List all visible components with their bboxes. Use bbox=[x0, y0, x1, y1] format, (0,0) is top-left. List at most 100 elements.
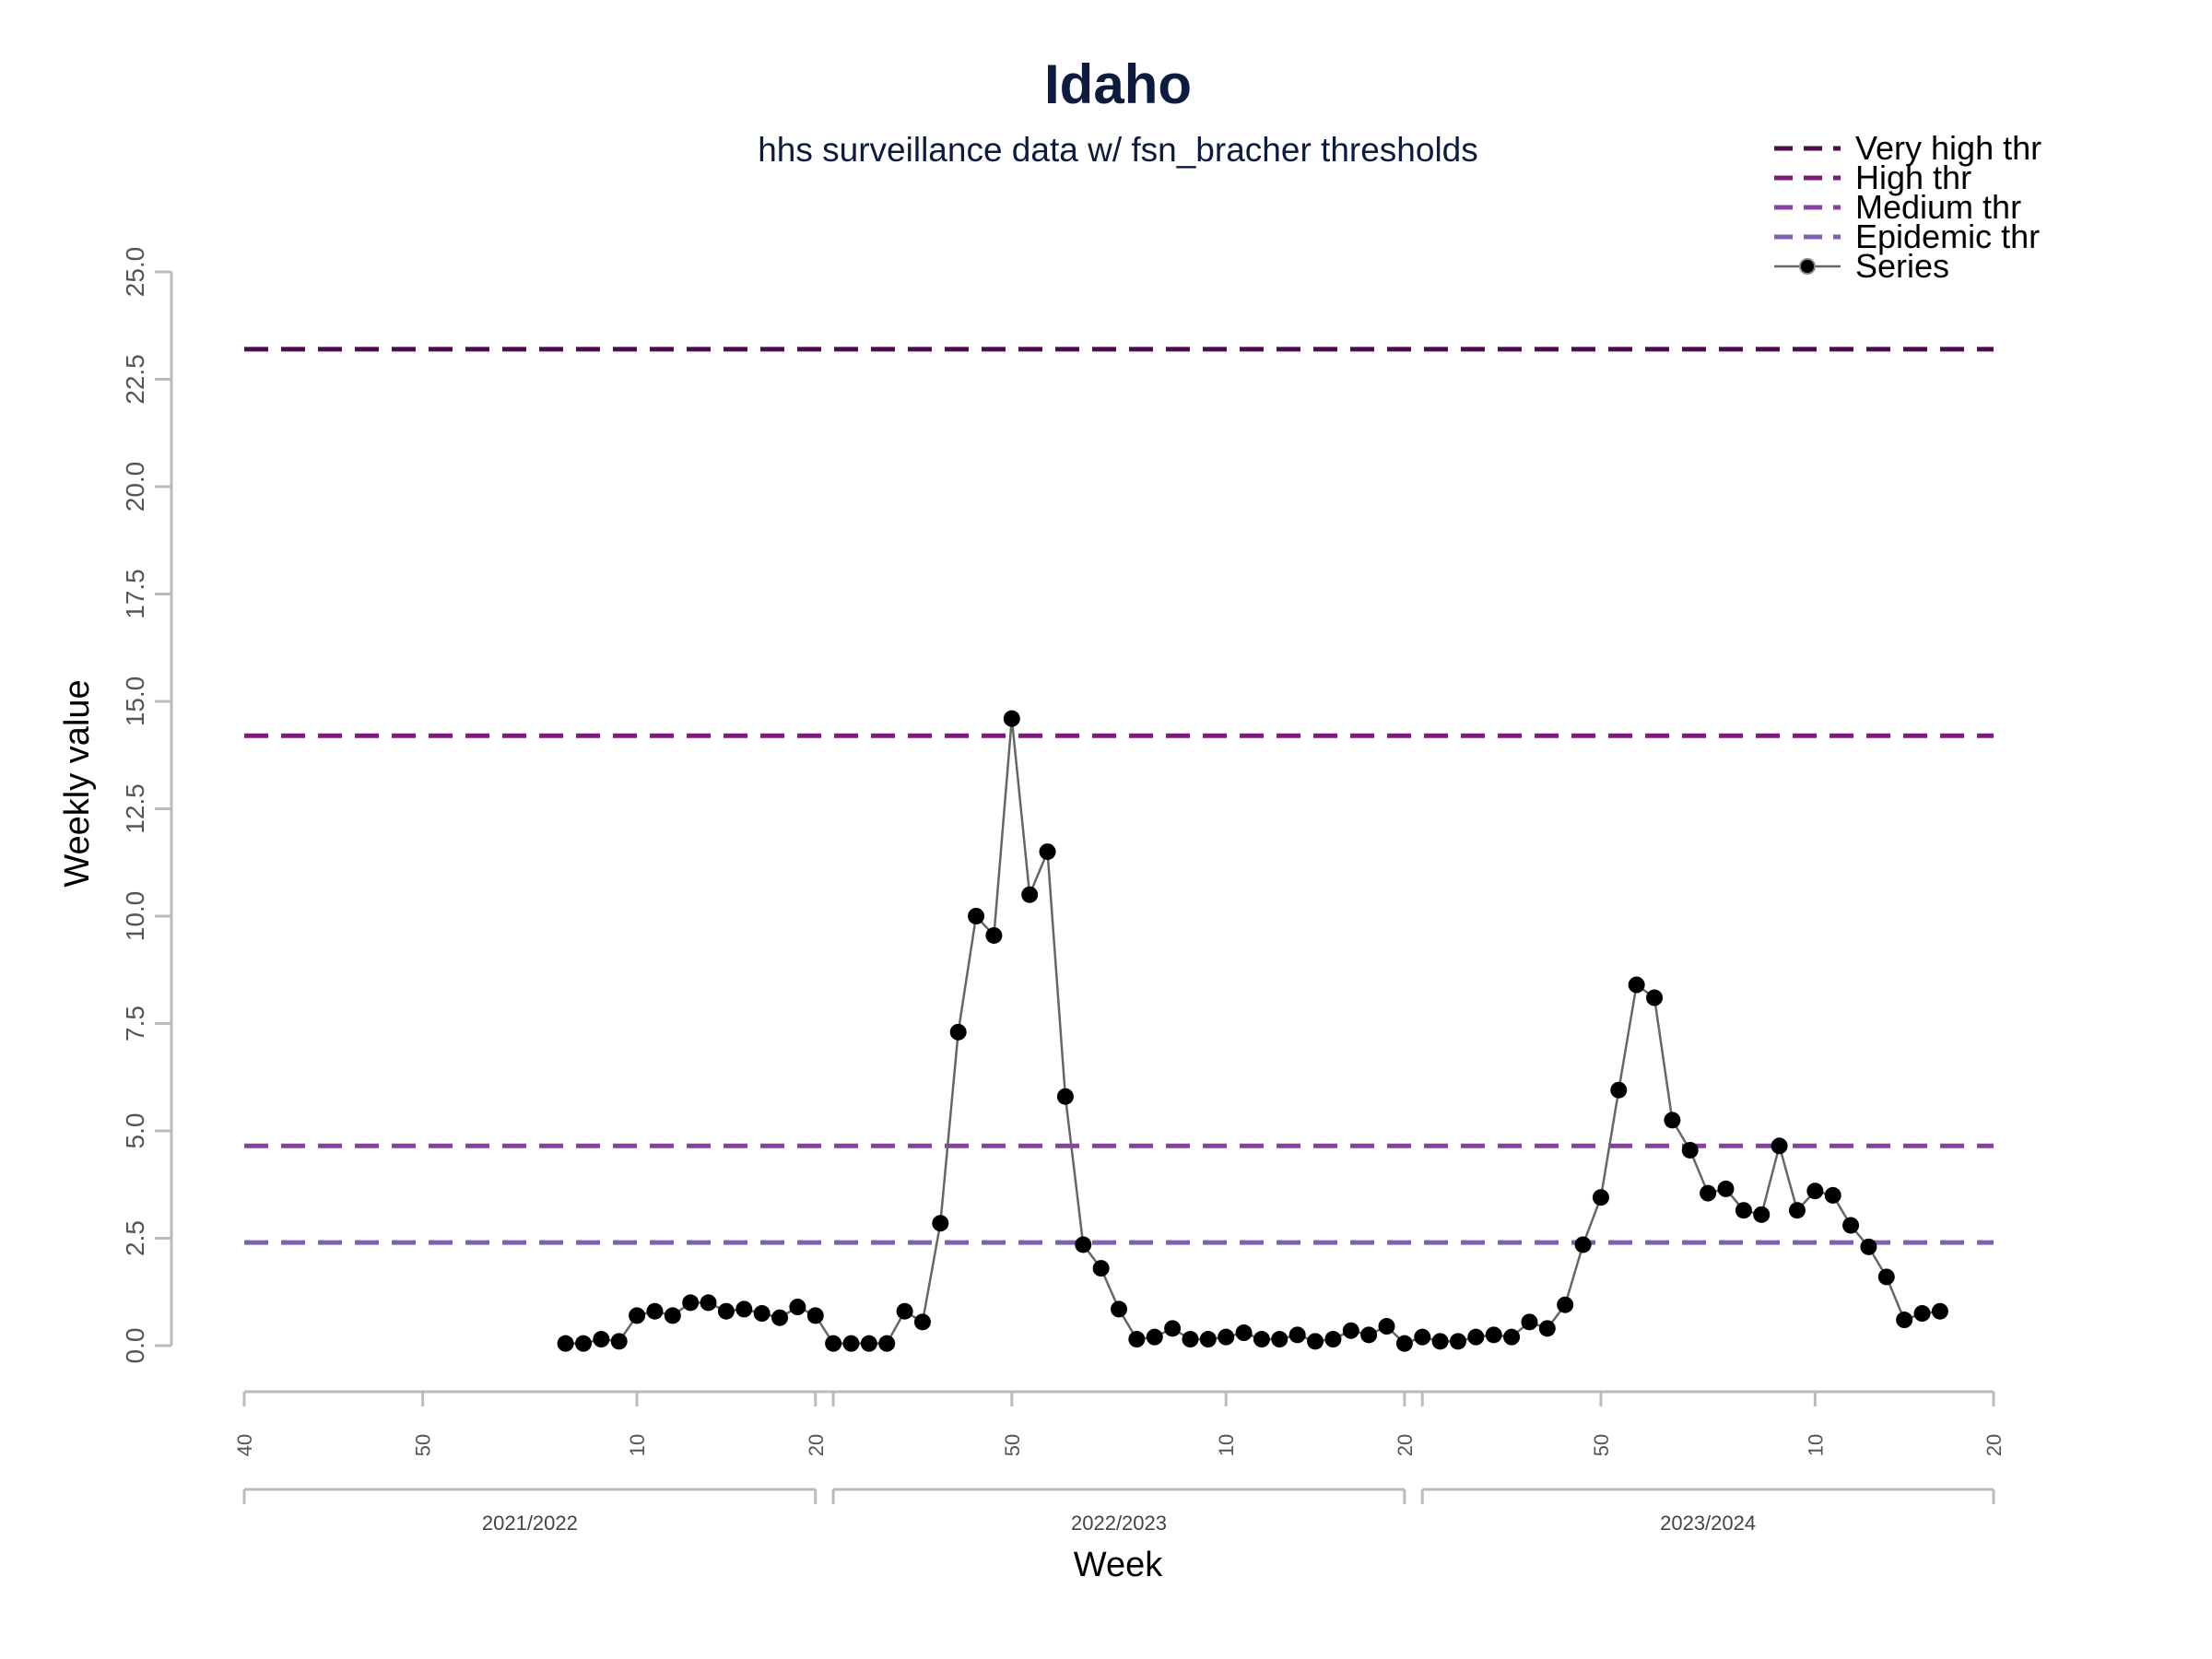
data-point bbox=[682, 1294, 700, 1312]
data-point bbox=[932, 1215, 949, 1232]
data-point bbox=[1307, 1333, 1324, 1350]
data-point bbox=[753, 1305, 771, 1323]
x-tick-label: 10 bbox=[1215, 1434, 1238, 1456]
data-point bbox=[700, 1294, 717, 1312]
data-point bbox=[1288, 1326, 1306, 1344]
y-tick-label: 20.0 bbox=[121, 462, 149, 512]
data-point bbox=[646, 1302, 664, 1320]
data-point bbox=[1485, 1326, 1502, 1344]
data-point bbox=[1324, 1331, 1342, 1348]
y-axis: 0.0 2.5 5.0 7.5 10.0 12.5 15.0 17.5 20.0 22.5 25.0 bbox=[121, 247, 173, 1364]
data-point bbox=[842, 1335, 860, 1352]
legend-label: High thr bbox=[1855, 159, 1971, 196]
data-point bbox=[1771, 1137, 1788, 1155]
data-point bbox=[1039, 843, 1056, 861]
chart-subtitle: hhs surveillance data w/ fsn_bracher thr… bbox=[758, 131, 1478, 169]
season-label: 2021/2022 bbox=[482, 1512, 578, 1535]
y-tick-label: 7.5 bbox=[121, 1006, 149, 1041]
data-point bbox=[1700, 1184, 1717, 1202]
data-point bbox=[717, 1302, 735, 1320]
x-tick-label: 40 bbox=[233, 1434, 256, 1456]
x-tick-label: 50 bbox=[412, 1434, 435, 1456]
data-point bbox=[1449, 1333, 1466, 1350]
x-tick-label: 50 bbox=[1001, 1434, 1024, 1456]
y-tick-label: 22.5 bbox=[121, 354, 149, 405]
x-axis-title: Week bbox=[1074, 1546, 1163, 1584]
y-tick-label: 17.5 bbox=[121, 569, 149, 619]
data-point bbox=[1218, 1328, 1235, 1346]
data-point bbox=[1860, 1238, 1877, 1255]
data-point bbox=[1557, 1296, 1574, 1313]
data-point bbox=[1235, 1324, 1253, 1342]
data-point bbox=[1431, 1333, 1449, 1350]
data-point bbox=[593, 1331, 610, 1348]
season-axis: 2021/2022 2022/2023 2023/2024 bbox=[242, 1488, 1995, 1535]
threshold-lines bbox=[244, 347, 1994, 1245]
data-point bbox=[1896, 1312, 1913, 1329]
data-point bbox=[1646, 989, 1664, 1006]
y-tick-label: 25.0 bbox=[121, 247, 149, 298]
data-point bbox=[1503, 1328, 1521, 1346]
data-point bbox=[1271, 1331, 1288, 1348]
data-point bbox=[1717, 1180, 1735, 1197]
data-point bbox=[860, 1335, 877, 1352]
data-point bbox=[1753, 1206, 1771, 1223]
data-point bbox=[1164, 1320, 1182, 1337]
x-tick-label: 10 bbox=[626, 1434, 649, 1456]
data-point bbox=[1378, 1318, 1395, 1335]
data-point bbox=[1253, 1331, 1270, 1348]
data-point bbox=[1092, 1260, 1110, 1277]
data-point bbox=[1824, 1186, 1841, 1204]
data-point bbox=[1056, 1088, 1074, 1105]
data-point bbox=[806, 1307, 824, 1324]
data-point bbox=[1913, 1305, 1931, 1323]
data-point bbox=[1360, 1326, 1378, 1344]
y-tick-label: 2.5 bbox=[121, 1220, 149, 1256]
chart-title: Idaho bbox=[1044, 53, 1192, 115]
y-tick-label: 12.5 bbox=[121, 783, 149, 834]
data-point bbox=[1182, 1331, 1199, 1348]
data-point bbox=[1199, 1331, 1217, 1348]
data-point bbox=[771, 1309, 789, 1326]
data-point bbox=[1111, 1300, 1127, 1318]
data-point bbox=[557, 1335, 574, 1352]
data-point bbox=[1592, 1189, 1609, 1206]
legend-label: Very high thr bbox=[1855, 129, 2041, 167]
data-point bbox=[1342, 1322, 1359, 1339]
x-axis: 40 50 10 20 50 10 20 50 10 20 bbox=[233, 1390, 2006, 1456]
legend-label: Series bbox=[1855, 247, 1949, 285]
x-tick-label: 10 bbox=[1804, 1434, 1827, 1456]
data-point bbox=[1628, 976, 1645, 994]
season-label: 2023/2024 bbox=[1660, 1512, 1756, 1535]
data-point bbox=[825, 1335, 842, 1352]
data-point bbox=[1021, 886, 1039, 903]
data-point bbox=[949, 1023, 967, 1041]
data-point bbox=[985, 926, 1003, 944]
data-point bbox=[1574, 1236, 1592, 1253]
legend-label: Medium thr bbox=[1855, 188, 2021, 226]
data-point bbox=[1877, 1268, 1895, 1286]
data-point bbox=[1146, 1328, 1163, 1346]
data-point bbox=[1128, 1331, 1146, 1348]
x-tick-label: 20 bbox=[1394, 1434, 1417, 1456]
y-tick-label: 5.0 bbox=[121, 1113, 149, 1149]
data-point bbox=[610, 1333, 628, 1350]
legend-marker bbox=[1799, 258, 1816, 275]
data-point bbox=[1395, 1335, 1413, 1352]
y-axis-title: Weekly value bbox=[58, 679, 97, 887]
data-point bbox=[1931, 1302, 1948, 1320]
data-point bbox=[1664, 1112, 1681, 1129]
data-point bbox=[664, 1307, 681, 1324]
data-point bbox=[878, 1335, 896, 1352]
x-tick-label: 20 bbox=[805, 1434, 828, 1456]
series-layer bbox=[557, 710, 1948, 1352]
y-tick-label: 0.0 bbox=[121, 1328, 149, 1364]
data-point bbox=[1467, 1328, 1485, 1346]
data-point bbox=[789, 1299, 806, 1316]
data-point bbox=[574, 1335, 592, 1352]
data-point bbox=[1610, 1081, 1628, 1099]
data-point bbox=[1788, 1202, 1806, 1219]
y-tick-label: 15.0 bbox=[121, 677, 149, 727]
